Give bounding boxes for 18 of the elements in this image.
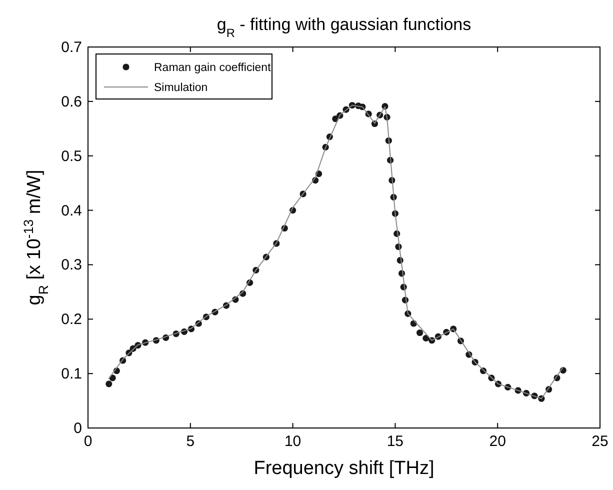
y-tick-label: 0.2 bbox=[61, 311, 82, 328]
y-tick-label: 0.3 bbox=[61, 256, 82, 274]
legend-label: Simulation bbox=[154, 82, 208, 94]
x-tick-label: 20 bbox=[489, 433, 506, 450]
x-axis-title: Frequency shift [THz] bbox=[254, 458, 434, 479]
y-tick-label: 0 bbox=[74, 420, 82, 437]
y-tick-label: 0.1 bbox=[61, 366, 82, 383]
x-tick-label: 10 bbox=[284, 433, 302, 450]
x-tick-label: 0 bbox=[84, 433, 92, 450]
y-tick-label: 0.7 bbox=[61, 39, 82, 56]
y-tick-label: 0.5 bbox=[61, 148, 82, 165]
chart-title: g$_{R}$ - fitting with gaussian functions bbox=[216, 15, 472, 40]
x-tick-label: 5 bbox=[186, 433, 195, 450]
y-tick-label: 0.4 bbox=[61, 202, 82, 220]
x-tick-label: 15 bbox=[386, 433, 404, 450]
legend-label: Raman gain coefficient bbox=[154, 62, 272, 74]
y-tick-label: 0.6 bbox=[61, 93, 82, 110]
x-tick-label: 25 bbox=[592, 433, 608, 450]
